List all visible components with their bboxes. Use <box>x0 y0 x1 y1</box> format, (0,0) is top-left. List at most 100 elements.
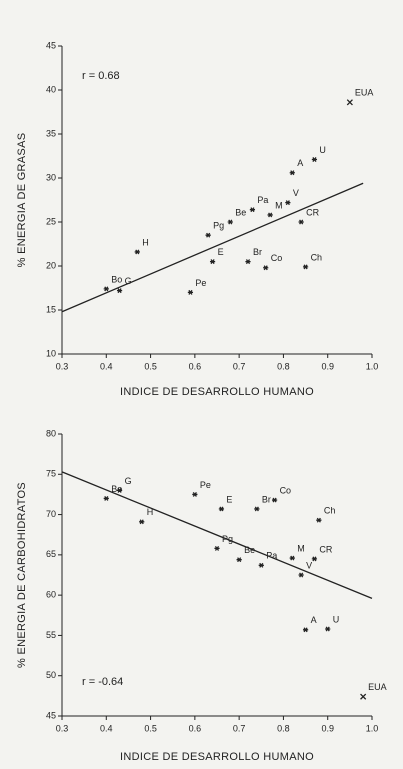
point-label: M <box>297 543 305 553</box>
point-label: Bo <box>111 484 122 494</box>
point-label: A <box>297 158 303 168</box>
y-tick-label: 55 <box>46 630 56 640</box>
point <box>289 170 295 176</box>
y-tick-label: 75 <box>46 469 56 479</box>
point-label: E <box>226 494 232 504</box>
y-axis-title: % ENERGIA DE CARBOHIDRATOS <box>16 482 28 668</box>
x-tick-label: 0.9 <box>321 723 334 733</box>
point <box>267 212 273 218</box>
x-tick-label: 0.6 <box>189 723 202 733</box>
point-label: H <box>147 507 154 517</box>
point <box>187 289 194 295</box>
point-label: CR <box>319 544 332 554</box>
point-label: A <box>311 615 317 625</box>
y-tick-label: 80 <box>46 428 56 438</box>
point-label: Be <box>244 545 255 555</box>
point-label: Br <box>253 247 262 257</box>
y-tick-label: 35 <box>46 128 56 138</box>
point <box>134 249 140 255</box>
point-label: M <box>275 200 283 210</box>
point <box>346 99 353 106</box>
point <box>263 265 269 271</box>
x-tick-label: 1.0 <box>366 361 379 371</box>
point-label: EUA <box>355 88 374 98</box>
point-label: G <box>125 476 132 486</box>
point <box>214 545 220 551</box>
point <box>311 556 318 562</box>
y-axis-title: % ENERGIA DE GRASAS <box>16 133 28 268</box>
x-tick-label: 0.7 <box>233 361 246 371</box>
point <box>249 207 256 213</box>
point <box>289 555 295 561</box>
x-tick-label: 1.0 <box>366 723 379 733</box>
point-label: CR <box>306 207 319 217</box>
y-tick-label: 45 <box>46 710 56 720</box>
point <box>205 232 211 238</box>
x-tick-label: 0.7 <box>233 723 246 733</box>
y-tick-label: 40 <box>46 84 56 94</box>
point <box>254 506 260 512</box>
point-label: Pg <box>222 534 233 544</box>
point <box>116 288 123 294</box>
point-label: Pa <box>266 551 277 561</box>
x-tick-label: 0.8 <box>277 361 290 371</box>
point <box>258 562 264 568</box>
y-tick-label: 65 <box>46 549 56 559</box>
point <box>316 517 322 523</box>
trend-line <box>61 182 364 313</box>
y-tick-label: 15 <box>46 304 56 314</box>
point <box>139 519 145 525</box>
point-label: Ch <box>311 252 323 262</box>
point-label: G <box>125 276 132 286</box>
x-tick-label: 0.9 <box>321 361 334 371</box>
x-tick-label: 0.3 <box>56 361 69 371</box>
point-label: Pe <box>195 278 206 288</box>
point-label: U <box>333 614 340 624</box>
x-tick-label: 0.4 <box>100 361 113 371</box>
point <box>192 491 198 497</box>
x-tick-label: 0.4 <box>100 723 113 733</box>
point <box>271 497 278 503</box>
point <box>302 264 309 270</box>
point <box>116 487 123 493</box>
point <box>236 557 242 563</box>
point-label: Pe <box>200 480 211 490</box>
point <box>209 259 216 265</box>
point-label: Ch <box>324 506 336 516</box>
trend-line <box>61 471 373 599</box>
x-tick-label: 0.3 <box>56 723 69 733</box>
point-label: Co <box>271 253 283 263</box>
point-label: E <box>218 247 224 257</box>
x-tick-label: 0.6 <box>189 361 202 371</box>
point-label: U <box>319 145 326 155</box>
point-label: H <box>142 237 149 247</box>
point-label: Pa <box>257 195 268 205</box>
annotation: r = -0.64 <box>82 676 123 688</box>
point <box>311 157 318 162</box>
point-label: Be <box>235 207 246 217</box>
point <box>245 259 251 265</box>
y-tick-label: 30 <box>46 172 56 182</box>
y-tick-label: 70 <box>46 509 56 519</box>
chart: 10 15 20 25 30 35 40 45 0.3 0.4 0.5 0.6 0.7 0.8 0.9 1.0… <box>16 40 378 398</box>
y-tick-label: 10 <box>46 348 56 358</box>
point-label: Co <box>280 485 292 495</box>
point <box>325 626 331 632</box>
y-tick-label: 25 <box>46 216 56 226</box>
y-tick-label: 50 <box>46 670 56 680</box>
y-tick-label: 45 <box>46 40 56 50</box>
point <box>103 286 109 292</box>
x-tick-label: 0.5 <box>144 723 157 733</box>
x-axis-title: INDICE DE DESARROLLO HUMANO <box>120 751 314 763</box>
x-axis-title: INDICE DE DESARROLLO HUMANO <box>120 386 314 398</box>
point-label: Bo <box>111 274 122 284</box>
chart: 45 50 55 60 65 70 75 80 0.3 0.4 0.5 0.6 0.7 0.8 0.9 1.0… <box>16 428 387 763</box>
point-label: V <box>293 188 299 198</box>
x-tick-label: 0.8 <box>277 723 290 733</box>
point-label: V <box>306 560 312 570</box>
point-label: Br <box>262 494 271 504</box>
point <box>360 693 367 700</box>
point <box>103 495 109 501</box>
point <box>298 572 304 578</box>
